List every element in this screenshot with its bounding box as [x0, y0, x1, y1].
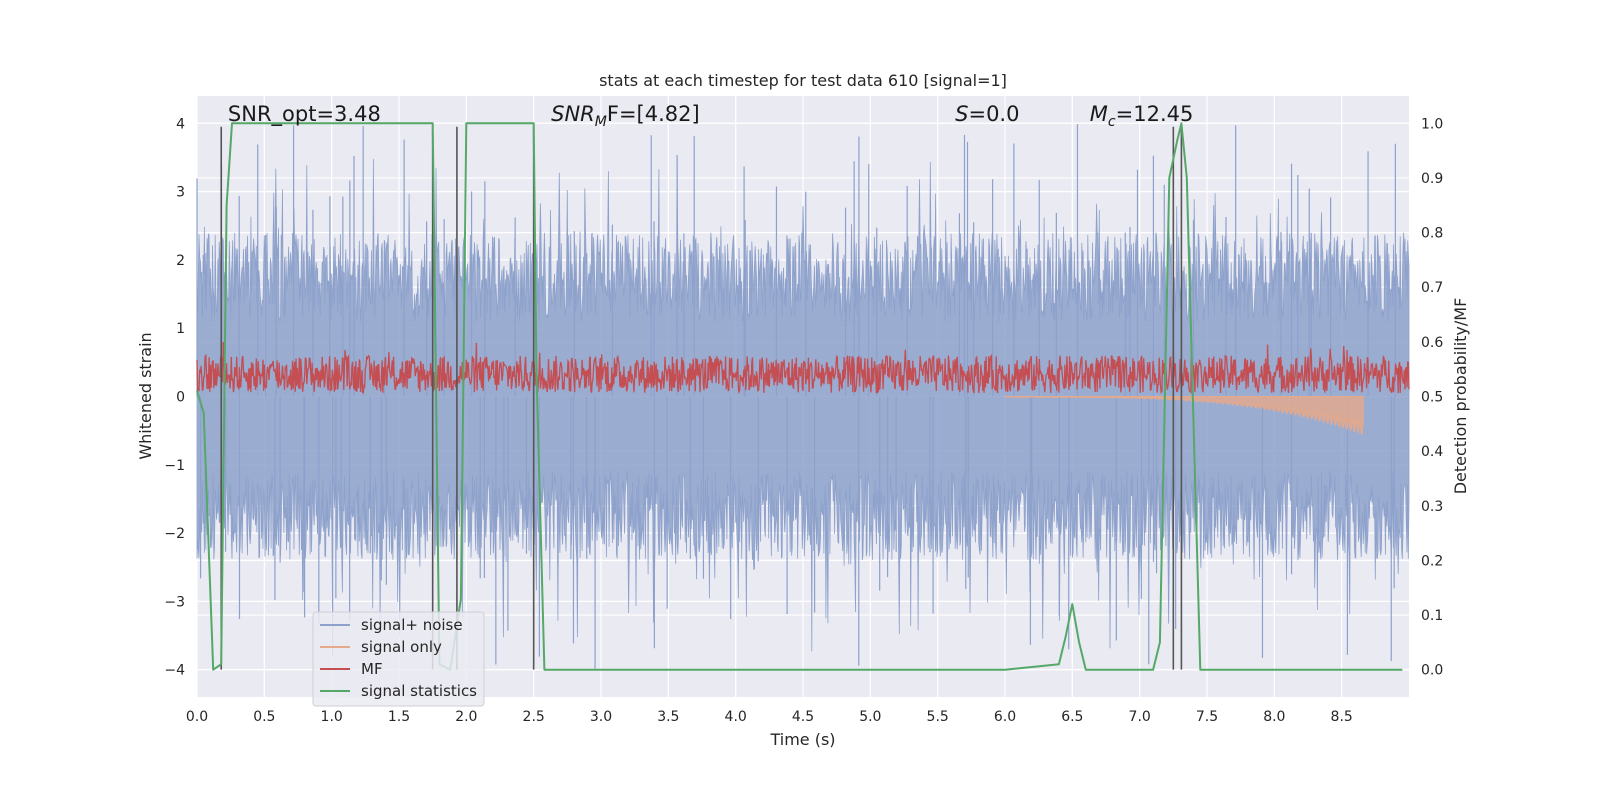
y-tick-label-5: 1: [176, 321, 185, 337]
x-tick-label-14: 7.0: [1129, 709, 1151, 725]
x-tick-label-11: 5.5: [927, 709, 949, 725]
x-tick-label-5: 2.5: [523, 709, 545, 725]
x-tick-label-3: 1.5: [388, 709, 410, 725]
x-tick-label-2: 1.0: [321, 709, 343, 725]
x-tick-label-0: 0.0: [186, 709, 208, 725]
signal-only-series: [1004, 396, 1364, 436]
legend-box: [312, 611, 485, 707]
legend: signal+ noise signal only MF signal stat…: [312, 611, 485, 707]
signal-statistics-line: [196, 122, 1403, 671]
y-right-tick-label-4: 0.4: [1421, 444, 1443, 460]
x-tick-label-16: 8.0: [1263, 709, 1285, 725]
y-right-tick-label-0: 0.0: [1421, 663, 1443, 679]
x-tick-label-9: 4.5: [792, 709, 814, 725]
annotation-1: SNRMF=[4.82]: [551, 102, 700, 130]
x-tick-label-8: 4.0: [725, 709, 747, 725]
x-tick-label-17: 8.5: [1331, 709, 1353, 725]
y-tick-label-6: 2: [176, 253, 185, 269]
legend-label-mf: MF: [361, 660, 383, 678]
y-right-tick-label-1: 0.1: [1421, 608, 1443, 624]
legend-label-noise: signal+ noise: [361, 616, 463, 634]
y-tick-label-0: −4: [164, 663, 185, 679]
x-tick-label-6: 3.0: [590, 709, 612, 725]
y-right-tick-label-7: 0.7: [1421, 280, 1443, 296]
x-tick-label-15: 7.5: [1196, 709, 1218, 725]
y-right-tick-label-5: 0.5: [1421, 390, 1443, 406]
y-tick-label-1: −3: [164, 594, 185, 610]
y-tick-label-3: −1: [164, 458, 185, 474]
x-axis-title: Time (s): [769, 730, 835, 749]
y-right-tick-label-3: 0.3: [1421, 499, 1443, 515]
legend-label-signal: signal only: [361, 638, 442, 656]
y-right-tick-label-10: 1.0: [1421, 116, 1443, 132]
y-right-tick-label-2: 0.2: [1421, 553, 1443, 569]
annotations: SNR_opt=3.48 SNRMF=[4.82] S=0.0 Mc=12.45: [228, 102, 1193, 130]
y-axis-title: Whitened strain: [136, 332, 155, 459]
y-right-tick-label-9: 0.9: [1421, 171, 1443, 187]
tick-labels: 0.0 0.5 1.0 1.5 2.0 2.5 3.0 3.5 4.0 4.5 5.0 5.5 6.0 6…: [164, 116, 1443, 725]
y-tick-label-8: 4: [176, 116, 185, 132]
legend-label-stat: signal statistics: [361, 682, 477, 700]
x-tick-label-10: 5.0: [859, 709, 881, 725]
y-right-tick-label-6: 0.6: [1421, 335, 1443, 351]
signal-statistics-series: [196, 122, 1403, 671]
annotation-2: S=0.0: [955, 102, 1019, 126]
signal-only-line: [1004, 396, 1364, 436]
chart-title: stats at each timestep for test data 610…: [599, 71, 1007, 90]
y-tick-label-2: −2: [164, 526, 185, 542]
y-right-tick-label-8: 0.8: [1421, 226, 1443, 242]
mf-series: [196, 341, 1410, 395]
y-tick-label-4: 0: [176, 390, 185, 406]
y-right-axis-title: Detection probability/MF: [1451, 298, 1470, 495]
x-tick-label-7: 3.5: [657, 709, 679, 725]
y-tick-label-7: 3: [176, 185, 185, 201]
signal-noise-band: [196, 158, 1410, 652]
annotation-0: SNR_opt=3.48: [228, 102, 381, 127]
x-tick-label-13: 6.5: [1061, 709, 1083, 725]
mf-line: [196, 341, 1410, 395]
x-tick-label-4: 2.0: [455, 709, 477, 725]
x-tick-label-12: 6.0: [994, 709, 1016, 725]
annotation-3: Mc=12.45: [1090, 102, 1194, 130]
x-tick-label-1: 0.5: [253, 709, 275, 725]
